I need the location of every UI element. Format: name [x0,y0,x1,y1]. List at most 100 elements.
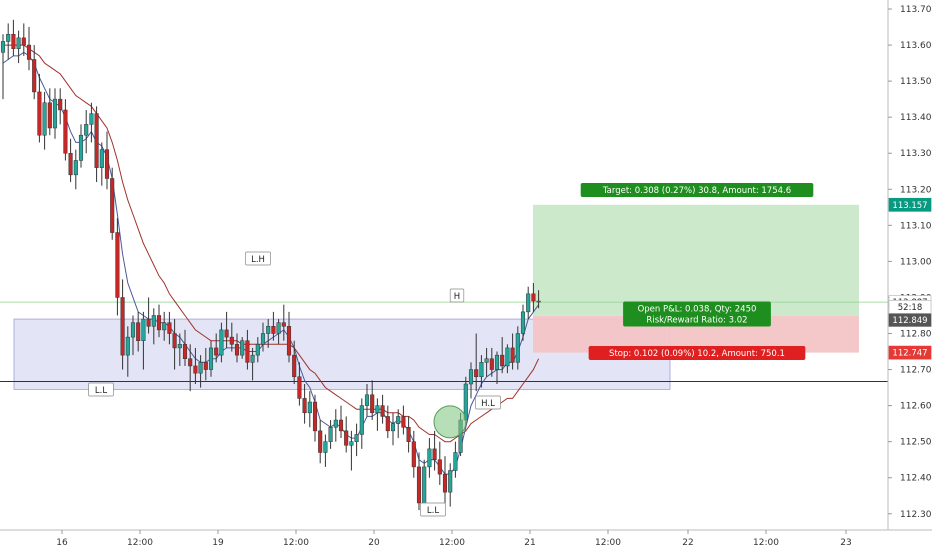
candle-body[interactable] [468,369,474,385]
candle-body[interactable] [432,448,437,460]
candle-body[interactable] [146,318,151,327]
candle-body[interactable] [125,336,130,356]
highlight-circle[interactable] [433,405,467,439]
candle-body[interactable] [479,362,484,378]
candle-body[interactable] [130,322,136,338]
candle-body[interactable] [318,430,323,453]
candle-body[interactable] [292,354,297,378]
candle-body[interactable] [37,91,42,136]
candle-body[interactable] [151,315,156,327]
candle-body[interactable] [47,102,52,129]
candle-body[interactable] [422,466,427,504]
candle-body[interactable] [73,160,78,176]
pnl-badge-box[interactable] [623,301,771,327]
candle-body[interactable] [52,98,58,129]
stop-badge-box[interactable] [588,346,806,360]
candle-body[interactable] [390,423,396,432]
candle-body[interactable] [375,405,380,414]
candle-body[interactable] [411,441,416,468]
candle-body[interactable] [32,59,37,93]
candle-body[interactable] [271,326,276,334]
candle-body[interactable] [78,134,84,161]
candle-body[interactable] [266,326,271,334]
candle-body[interactable] [234,344,240,356]
candle-body[interactable] [500,354,505,367]
candle-body[interactable] [203,362,208,370]
pattern-label-box[interactable] [245,251,271,266]
candle-body[interactable] [536,300,541,303]
candle-body[interactable] [260,333,266,345]
candle-body[interactable] [323,441,328,453]
candle-body[interactable] [177,344,182,349]
pattern-label-box[interactable] [449,288,465,303]
candle-body[interactable] [442,473,448,493]
candle-body[interactable] [474,369,479,378]
candle-body[interactable] [505,347,510,367]
candle-body[interactable] [453,452,458,471]
candle-body[interactable] [297,376,302,399]
target-zone[interactable] [533,204,859,316]
candle-body[interactable] [68,152,73,176]
candle-body[interactable] [396,416,401,424]
candle-body[interactable] [416,466,422,504]
candle-body[interactable] [89,113,94,125]
candle-body[interactable] [276,322,281,334]
candle-body[interactable] [156,315,162,331]
candle-body[interactable] [489,358,494,370]
candle-body[interactable] [26,44,32,60]
candle-body[interactable] [448,470,453,493]
candle-body[interactable] [136,322,141,341]
candle-body[interactable] [141,318,146,341]
candle-body[interactable] [250,354,255,363]
candle-body[interactable] [42,102,47,136]
candle-body[interactable] [354,434,359,442]
candle-body[interactable] [11,34,16,49]
candle-body[interactable] [120,297,125,356]
candle-body[interactable] [510,347,515,363]
candle-body[interactable] [484,358,489,363]
candle-body[interactable] [312,401,318,432]
candle-body[interactable] [172,333,177,349]
candle-body[interactable] [224,329,229,338]
candle-body[interactable] [214,347,219,356]
candle-body[interactable] [526,293,531,313]
candle-body[interactable] [370,394,375,414]
target-badge-box[interactable] [580,183,814,197]
candle-body[interactable] [531,293,536,302]
candle-body[interactable] [437,459,442,475]
candle-body[interactable] [58,98,63,111]
candle-body[interactable] [380,405,385,417]
candle-body[interactable] [515,333,520,363]
candle-body[interactable] [182,344,188,359]
candle-body[interactable] [84,124,89,136]
candle-body[interactable] [520,311,526,334]
pattern-label-box[interactable] [88,382,114,397]
candle-body[interactable] [63,109,68,154]
candle-body[interactable] [333,419,338,428]
candle-body[interactable] [94,113,99,168]
candle-body[interactable] [401,416,406,428]
candle-body[interactable] [6,34,11,42]
candle-body[interactable] [494,354,500,370]
candle-body[interactable] [286,326,292,356]
candle-body[interactable] [0,41,6,53]
candle-body[interactable] [162,322,167,331]
candle-body[interactable] [115,232,120,298]
candle-body[interactable] [359,405,364,435]
candle-body[interactable] [406,426,411,442]
candle-body[interactable] [338,419,344,432]
candle-body[interactable] [16,37,21,49]
candle-body[interactable] [110,178,115,233]
candle-body[interactable] [198,362,203,374]
candle-body[interactable] [328,426,333,442]
candle-body[interactable] [219,329,224,356]
candle-body[interactable] [245,340,250,363]
candle-body[interactable] [344,430,349,446]
candle-body[interactable] [255,344,260,356]
candle-body[interactable] [307,401,312,414]
candle-body[interactable] [104,149,110,179]
candle-body[interactable] [240,340,245,356]
candle-body[interactable] [427,448,432,468]
